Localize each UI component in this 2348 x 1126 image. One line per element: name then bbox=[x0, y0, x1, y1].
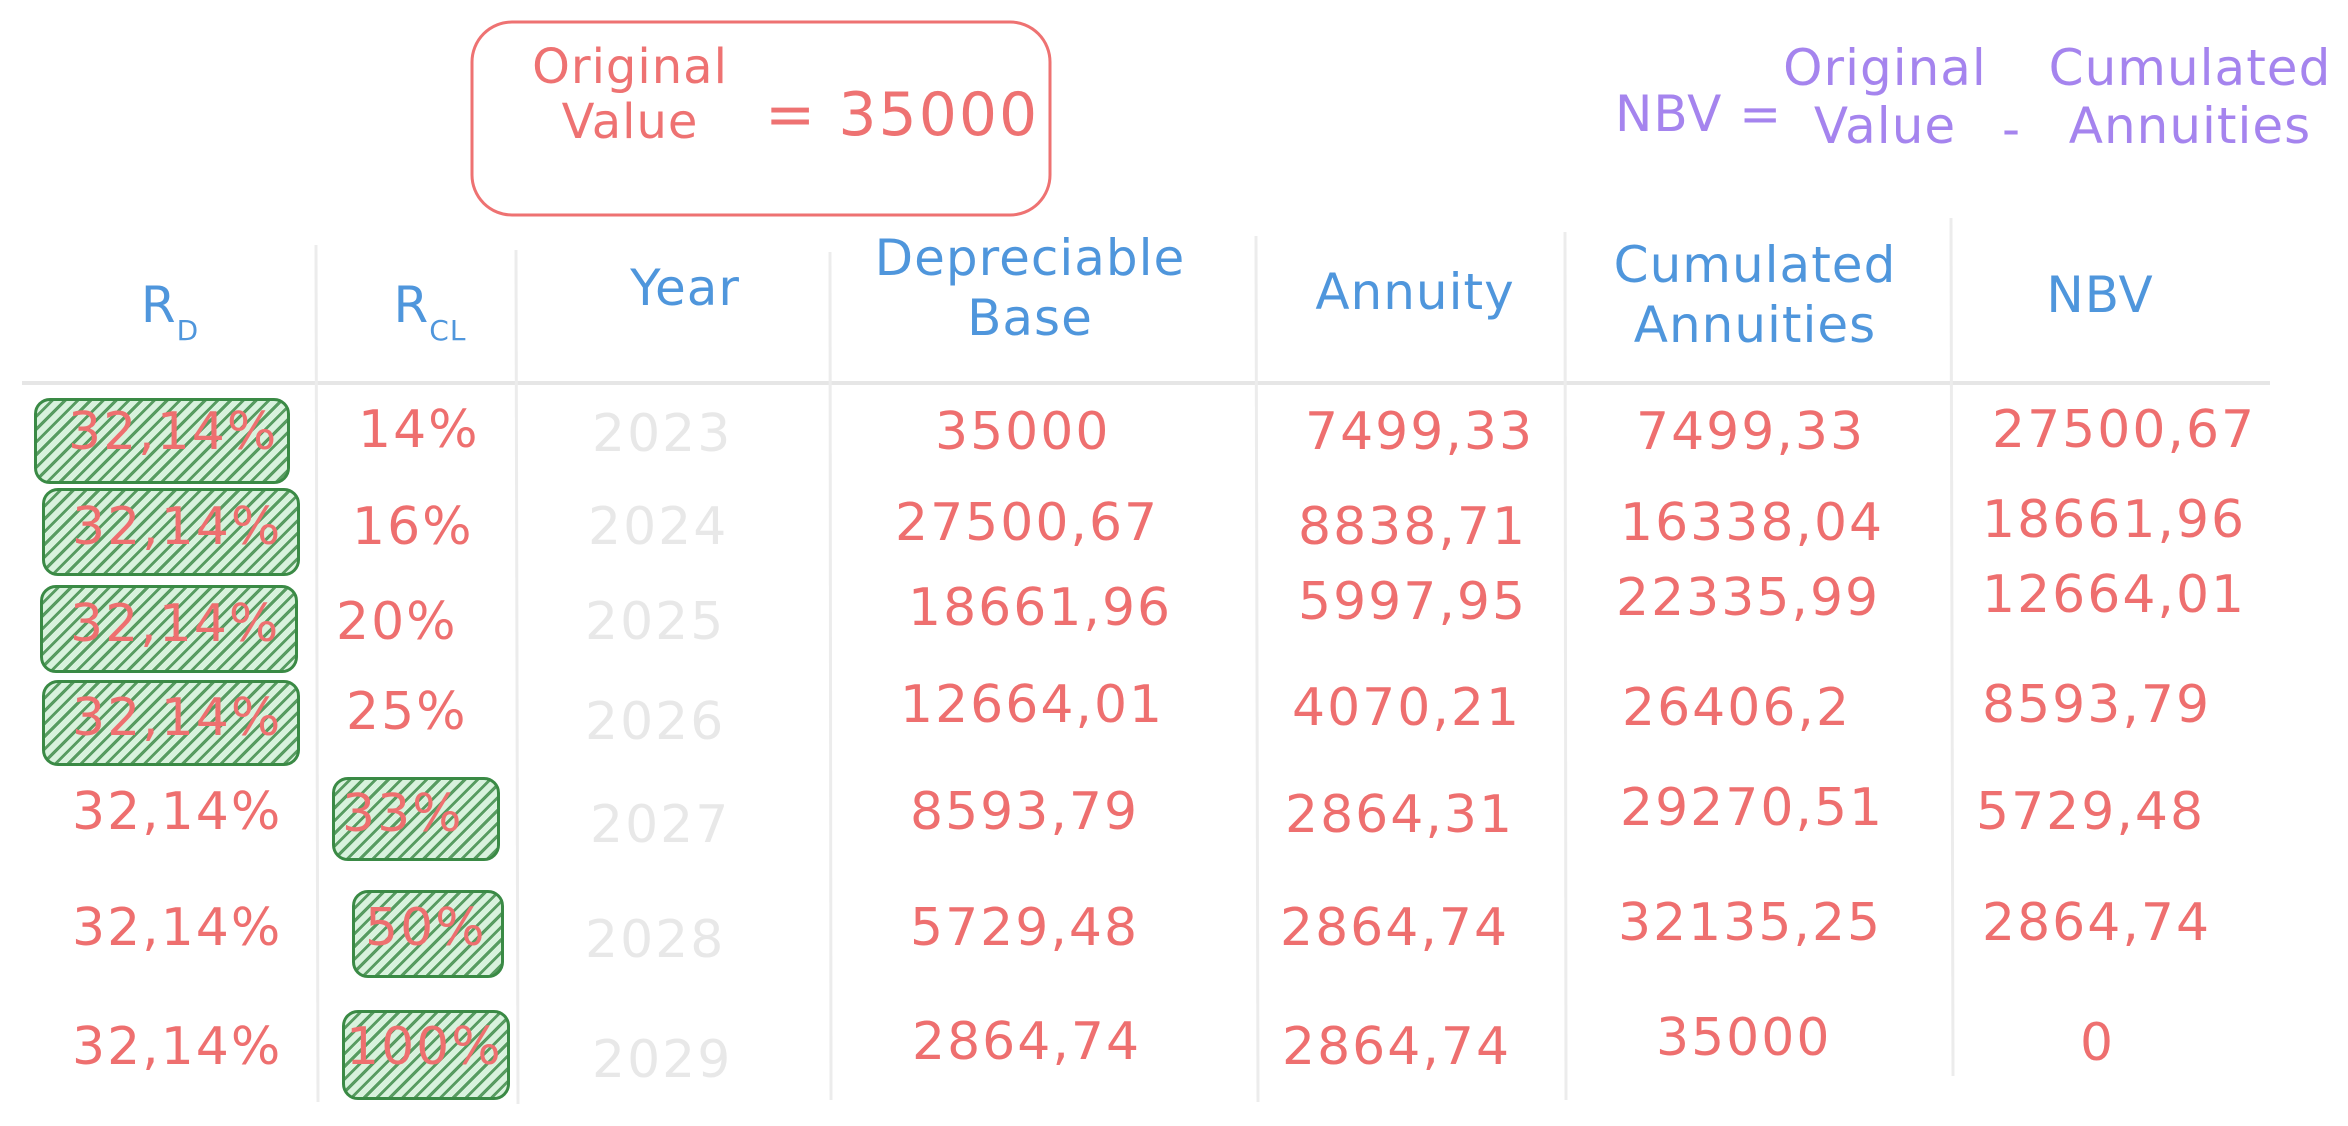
header-rd-main: R bbox=[140, 276, 177, 334]
cell-base: 27500,67 bbox=[895, 493, 1160, 553]
cell-base: 5729,48 bbox=[910, 898, 1140, 958]
rd-highlight bbox=[42, 680, 300, 766]
cell-nbv: 18661,96 bbox=[1982, 490, 2247, 550]
cell-cumulated: 35000 bbox=[1656, 1008, 1832, 1068]
cell-rd: 32,14% bbox=[68, 402, 279, 462]
cell-year: 2025 bbox=[585, 592, 726, 652]
cell-rcl: 25% bbox=[346, 682, 468, 742]
cell-annuity: 2864,74 bbox=[1282, 1017, 1512, 1077]
header-rd: RD bbox=[100, 275, 240, 348]
header-annuity: Annuity bbox=[1315, 263, 1515, 321]
cell-rcl: 14% bbox=[358, 400, 480, 460]
cell-cumulated: 32135,25 bbox=[1618, 893, 1883, 953]
cell-rcl: 50% bbox=[365, 898, 487, 958]
formula-original-value: Original Value bbox=[1770, 39, 2000, 155]
header-year: Year bbox=[630, 259, 740, 317]
cell-year: 2027 bbox=[590, 795, 731, 855]
cell-year: 2029 bbox=[592, 1030, 733, 1090]
header-cumulated-line1: Cumulated bbox=[1613, 236, 1897, 294]
cell-nbv: 5729,48 bbox=[1976, 782, 2206, 842]
formula-term2-line2: Annuities bbox=[2068, 96, 2312, 155]
header-depreciable-base-line1: Depreciable bbox=[874, 229, 1186, 287]
cell-base: 2864,74 bbox=[912, 1012, 1142, 1072]
cell-base: 8593,79 bbox=[910, 782, 1140, 842]
formula-minus: - bbox=[2002, 100, 2022, 158]
cell-rd: 32,14% bbox=[72, 1017, 283, 1077]
cell-rcl: 33% bbox=[342, 784, 464, 844]
formula-cumulated-annuities: Cumulated Annuities bbox=[2040, 39, 2340, 155]
rd-highlight bbox=[42, 488, 300, 576]
header-rcl-sub: CL bbox=[429, 314, 467, 347]
cell-nbv: 12664,01 bbox=[1982, 565, 2247, 625]
cell-rd: 32,14% bbox=[72, 898, 283, 958]
cell-rcl: 100% bbox=[346, 1017, 503, 1077]
cell-year: 2028 bbox=[585, 910, 726, 970]
cell-nbv: 2864,74 bbox=[1982, 893, 2212, 953]
column-divider bbox=[1563, 231, 1568, 1101]
header-cumulated-annuities: Cumulated Annuities bbox=[1600, 235, 1910, 355]
cell-year: 2024 bbox=[588, 497, 729, 557]
rcl-highlight bbox=[342, 1010, 510, 1100]
formula-term1-line1: Original bbox=[1783, 39, 1987, 97]
cell-rcl: 20% bbox=[336, 592, 458, 652]
rd-highlight bbox=[40, 585, 298, 673]
original-value-label: Original Value bbox=[520, 39, 740, 151]
header-nbv: NBV bbox=[2046, 266, 2154, 324]
cell-nbv: 27500,67 bbox=[1992, 400, 2257, 460]
header-rcl: RCL bbox=[360, 275, 500, 348]
cell-cumulated: 29270,51 bbox=[1620, 778, 1885, 838]
cell-annuity: 2864,74 bbox=[1280, 898, 1510, 958]
header-rd-sub: D bbox=[176, 314, 200, 347]
column-divider bbox=[828, 251, 833, 1101]
cell-annuity: 4070,21 bbox=[1292, 678, 1522, 738]
original-value-label-line2: Value bbox=[561, 94, 699, 151]
cell-cumulated: 16338,04 bbox=[1620, 493, 1885, 553]
cell-cumulated: 7499,33 bbox=[1636, 402, 1866, 462]
cell-base: 12664,01 bbox=[900, 675, 1165, 735]
column-divider bbox=[1949, 217, 1955, 1077]
rcl-highlight bbox=[352, 890, 504, 978]
cell-annuity: 2864,31 bbox=[1285, 785, 1515, 845]
cell-cumulated: 22335,99 bbox=[1616, 568, 1881, 628]
cell-nbv: 8593,79 bbox=[1982, 675, 2212, 735]
column-divider bbox=[314, 244, 320, 1103]
original-value-box bbox=[470, 20, 1052, 217]
rcl-highlight bbox=[332, 777, 500, 861]
cell-base: 35000 bbox=[935, 402, 1111, 462]
cell-rd: 32,14% bbox=[72, 688, 283, 748]
cell-rd: 32,14% bbox=[70, 594, 281, 654]
column-divider bbox=[1254, 235, 1260, 1103]
cell-rd: 32,14% bbox=[72, 497, 283, 557]
formula-lhs: NBV = bbox=[1615, 85, 1783, 143]
formula-term1-line2: Value bbox=[1813, 96, 1957, 155]
cell-rd: 32,14% bbox=[72, 782, 283, 842]
cell-rcl: 16% bbox=[352, 497, 474, 557]
header-depreciable-base-line2: Base bbox=[967, 289, 1093, 347]
cell-annuity: 5997,95 bbox=[1298, 572, 1528, 632]
header-depreciable-base: Depreciable Base bbox=[860, 228, 1200, 348]
cell-cumulated: 26406,2 bbox=[1622, 678, 1852, 738]
rd-highlight bbox=[34, 398, 290, 484]
formula-term2-line1: Cumulated bbox=[2048, 39, 2332, 97]
cell-year: 2026 bbox=[585, 692, 726, 752]
cell-nbv: 0 bbox=[2080, 1013, 2116, 1073]
cell-year: 2023 bbox=[592, 404, 733, 464]
column-divider bbox=[514, 249, 520, 1105]
header-rcl-main: R bbox=[393, 276, 430, 334]
header-cumulated-line2: Annuities bbox=[1633, 296, 1877, 354]
cell-annuity: 8838,71 bbox=[1298, 497, 1528, 557]
cell-base: 18661,96 bbox=[908, 578, 1173, 638]
original-value-label-line1: Original bbox=[532, 39, 728, 95]
cell-annuity: 7499,33 bbox=[1305, 402, 1535, 462]
original-value-amount: = 35000 bbox=[765, 80, 1040, 150]
